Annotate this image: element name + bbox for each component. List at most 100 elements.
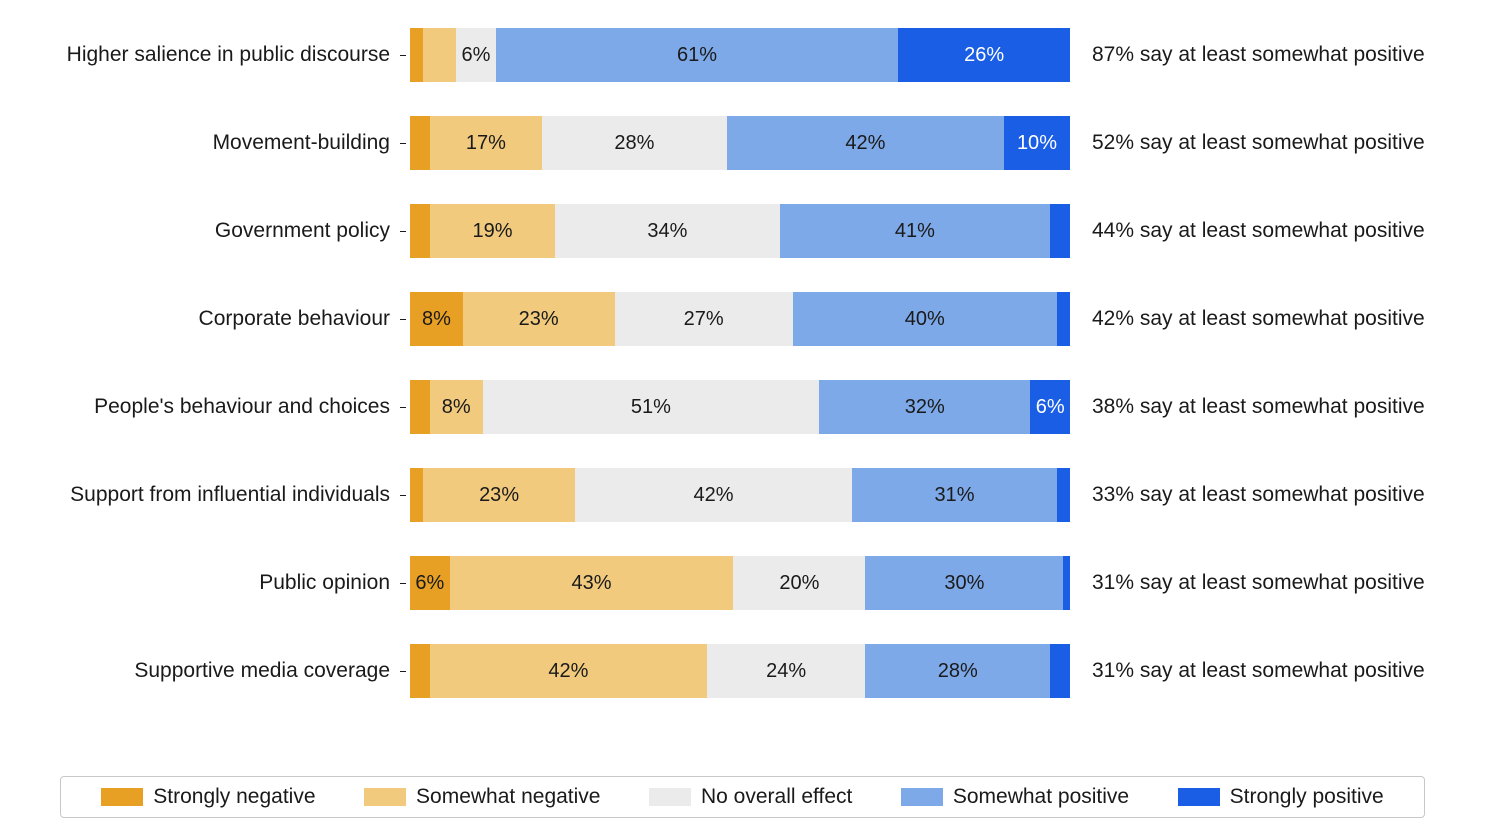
legend-swatch bbox=[649, 788, 691, 806]
chart-row: Movement-building17%28%42%10%52% say at … bbox=[20, 108, 1465, 178]
row-annotation: 31% say at least somewhat positive bbox=[1070, 571, 1425, 595]
segment-value: 8 bbox=[442, 396, 453, 419]
bar-segment-strongly-positive bbox=[1050, 204, 1070, 258]
bar-segment-strongly-negative: 8% bbox=[410, 292, 463, 346]
bar-segment-strongly-positive: 10% bbox=[1004, 116, 1070, 170]
segment-value: 8 bbox=[422, 308, 433, 331]
row-annotation: 52% say at least somewhat positive bbox=[1070, 131, 1425, 155]
percent-sign: % bbox=[802, 572, 820, 595]
percent-sign: % bbox=[433, 308, 451, 331]
bar-segment-strongly-positive: 26% bbox=[898, 28, 1070, 82]
legend-label: Strongly negative bbox=[153, 785, 315, 809]
segment-value: 32 bbox=[905, 396, 927, 419]
segment-value: 6 bbox=[462, 44, 473, 67]
chart-row: Corporate behaviour8%23%27%40%42% say at… bbox=[20, 284, 1465, 354]
segment-value: 28 bbox=[614, 132, 636, 155]
bar-segment-somewhat-negative: 23% bbox=[423, 468, 575, 522]
stacked-bar: 8%51%32%6% bbox=[410, 380, 1070, 434]
bar-segment-strongly-negative bbox=[410, 204, 430, 258]
bar-segment-somewhat-negative: 19% bbox=[430, 204, 555, 258]
segment-value: 42 bbox=[694, 484, 716, 507]
legend-item: No overall effect bbox=[649, 785, 852, 809]
bar-segment-no-effect: 28% bbox=[542, 116, 727, 170]
percent-sign: % bbox=[473, 44, 491, 67]
bar-segment-somewhat-positive: 31% bbox=[852, 468, 1057, 522]
bar-segment-strongly-positive bbox=[1057, 292, 1070, 346]
axis-tick bbox=[400, 407, 406, 408]
row-annotation: 44% say at least somewhat positive bbox=[1070, 219, 1425, 243]
axis-tick bbox=[400, 231, 406, 232]
percent-sign: % bbox=[541, 308, 559, 331]
row-label: Government policy bbox=[20, 219, 400, 243]
segment-value: 17 bbox=[466, 132, 488, 155]
percent-sign: % bbox=[495, 220, 513, 243]
percent-sign: % bbox=[917, 220, 935, 243]
bar-segment-somewhat-negative bbox=[423, 28, 456, 82]
segment-value: 40 bbox=[905, 308, 927, 331]
stacked-bar: 6%43%20%30% bbox=[410, 556, 1070, 610]
row-label: Supportive media coverage bbox=[20, 659, 400, 683]
axis-tick bbox=[400, 319, 406, 320]
percent-sign: % bbox=[788, 660, 806, 683]
bar-segment-somewhat-positive: 42% bbox=[727, 116, 1004, 170]
percent-sign: % bbox=[1039, 132, 1057, 155]
row-annotation: 38% say at least somewhat positive bbox=[1070, 395, 1425, 419]
stacked-bar: 8%23%27%40% bbox=[410, 292, 1070, 346]
axis-tick bbox=[400, 143, 406, 144]
bar-segment-somewhat-negative: 43% bbox=[450, 556, 734, 610]
bar-segment-no-effect: 6% bbox=[456, 28, 496, 82]
axis-tick bbox=[400, 671, 406, 672]
percent-sign: % bbox=[927, 396, 945, 419]
row-label: People's behaviour and choices bbox=[20, 395, 400, 419]
row-annotation: 87% say at least somewhat positive bbox=[1070, 43, 1425, 67]
bar-segment-somewhat-positive: 40% bbox=[793, 292, 1057, 346]
stacked-bar: 17%28%42%10% bbox=[410, 116, 1070, 170]
row-annotation: 42% say at least somewhat positive bbox=[1070, 307, 1425, 331]
percent-sign: % bbox=[927, 308, 945, 331]
stacked-bar-chart: Higher salience in public discourse6%61%… bbox=[20, 20, 1465, 818]
legend-item: Strongly negative bbox=[101, 785, 315, 809]
segment-value: 6 bbox=[1036, 396, 1047, 419]
row-label: Movement-building bbox=[20, 131, 400, 155]
bar-segment-somewhat-positive: 30% bbox=[865, 556, 1063, 610]
legend-swatch bbox=[1178, 788, 1220, 806]
percent-sign: % bbox=[637, 132, 655, 155]
legend-label: Somewhat positive bbox=[953, 785, 1129, 809]
percent-sign: % bbox=[670, 220, 688, 243]
percent-sign: % bbox=[488, 132, 506, 155]
segment-value: 19 bbox=[472, 220, 494, 243]
bar-segment-somewhat-negative: 23% bbox=[463, 292, 615, 346]
axis-tick bbox=[400, 495, 406, 496]
stacked-bar: 23%42%31% bbox=[410, 468, 1070, 522]
percent-sign: % bbox=[957, 484, 975, 507]
segment-value: 34 bbox=[647, 220, 669, 243]
segment-value: 43 bbox=[571, 572, 593, 595]
bar-segment-no-effect: 51% bbox=[483, 380, 820, 434]
legend-item: Somewhat negative bbox=[364, 785, 600, 809]
segment-value: 23 bbox=[479, 484, 501, 507]
percent-sign: % bbox=[868, 132, 886, 155]
segment-value: 6 bbox=[415, 572, 426, 595]
row-annotation: 31% say at least somewhat positive bbox=[1070, 659, 1425, 683]
bar-segment-strongly-positive bbox=[1057, 468, 1070, 522]
segment-value: 42 bbox=[845, 132, 867, 155]
bar-segment-somewhat-positive: 32% bbox=[819, 380, 1030, 434]
legend-label: Somewhat negative bbox=[416, 785, 600, 809]
bar-segment-strongly-negative bbox=[410, 644, 430, 698]
percent-sign: % bbox=[1047, 396, 1065, 419]
segment-value: 30 bbox=[944, 572, 966, 595]
bar-segment-strongly-positive bbox=[1050, 644, 1070, 698]
percent-sign: % bbox=[716, 484, 734, 507]
segment-value: 23 bbox=[519, 308, 541, 331]
percent-sign: % bbox=[699, 44, 717, 67]
axis-tick bbox=[400, 583, 406, 584]
percent-sign: % bbox=[453, 396, 471, 419]
stacked-bar: 19%34%41% bbox=[410, 204, 1070, 258]
segment-value: 31 bbox=[934, 484, 956, 507]
chart-row: People's behaviour and choices8%51%32%6%… bbox=[20, 372, 1465, 442]
segment-value: 20 bbox=[779, 572, 801, 595]
bar-segment-somewhat-positive: 61% bbox=[496, 28, 899, 82]
bar-segment-strongly-positive: 6% bbox=[1030, 380, 1070, 434]
legend-label: No overall effect bbox=[701, 785, 852, 809]
bar-segment-somewhat-negative: 8% bbox=[430, 380, 483, 434]
